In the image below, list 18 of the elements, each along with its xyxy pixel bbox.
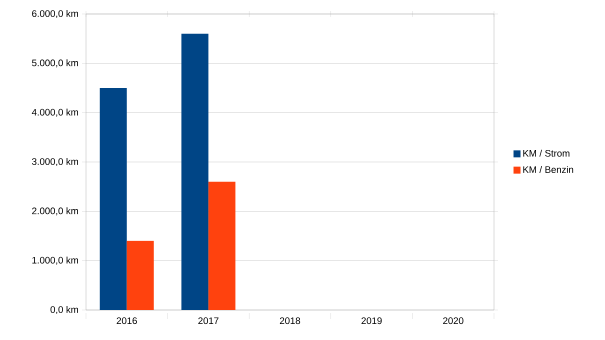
- legend-label: KM / Strom: [523, 150, 570, 157]
- x-tick-label: 2020: [443, 317, 464, 324]
- bar: [126, 240, 154, 310]
- y-tick-label: 6.000,0 km: [32, 10, 78, 18]
- y-tick-label: 2.000,0 km: [32, 207, 78, 216]
- y-tick-label: 5.000,0 km: [32, 59, 78, 68]
- bar: [181, 34, 208, 310]
- y-tick-label: 0,0 km: [50, 306, 78, 314]
- y-tick-label: 1.000,0 km: [32, 256, 78, 265]
- x-tick-label: 2019: [362, 317, 382, 324]
- x-tick-label: 2018: [280, 317, 300, 324]
- y-tick-label: 4.000,0 km: [32, 108, 78, 117]
- x-tick-label: 2017: [198, 317, 218, 324]
- bar: [100, 88, 127, 310]
- y-tick-label: 3.000,0 km: [32, 158, 78, 166]
- legend-label: KM / Benzin: [523, 166, 574, 173]
- bar: [208, 182, 236, 310]
- x-tick-label: 2016: [116, 317, 137, 324]
